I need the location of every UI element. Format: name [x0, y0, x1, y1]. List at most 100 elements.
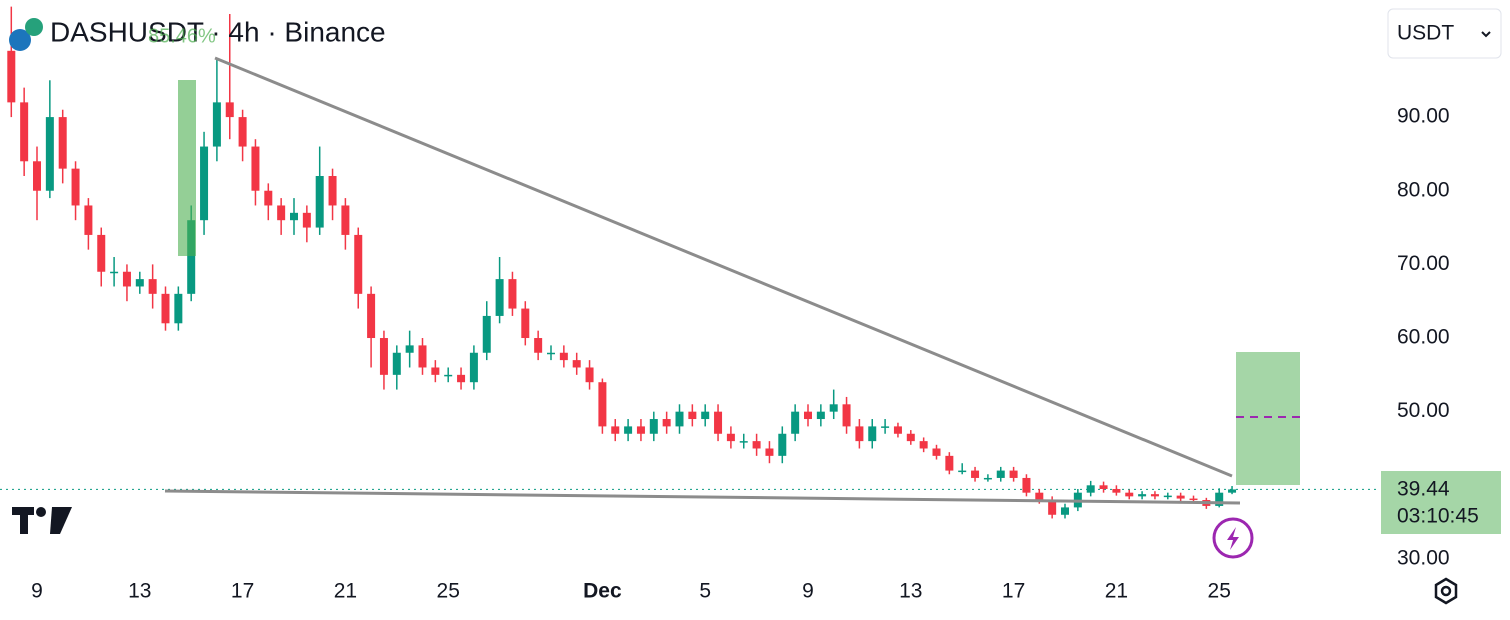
- candle-body: [521, 308, 530, 339]
- candle-body: [1048, 500, 1057, 515]
- x-tick-label: Dec: [583, 580, 622, 603]
- candle-body: [392, 352, 401, 375]
- candle-body: [1150, 494, 1159, 497]
- candle-body: [1112, 488, 1121, 493]
- candle-body: [341, 205, 350, 235]
- quote-icon: [25, 18, 43, 36]
- candle-body: [662, 419, 671, 427]
- candle-body: [315, 176, 324, 228]
- candle-body: [20, 102, 29, 162]
- candle-body: [765, 448, 774, 456]
- coin-icon: [9, 29, 31, 51]
- target-zone: [1236, 352, 1300, 485]
- candle-body: [238, 117, 247, 147]
- candle-body: [906, 433, 915, 442]
- candle-body: [816, 411, 825, 420]
- candle-body: [868, 426, 877, 442]
- candle-body: [559, 352, 568, 361]
- candle-body: [367, 293, 376, 339]
- candle-body: [726, 433, 735, 442]
- candle-body: [598, 382, 607, 427]
- price-label-box: [1381, 471, 1501, 534]
- dropdown-arrow[interactable]: [1481, 31, 1491, 38]
- candle-body: [277, 205, 286, 221]
- candle-body: [855, 426, 864, 442]
- candle-body: [161, 293, 170, 324]
- candle-body: [1061, 507, 1069, 515]
- candle-body: [649, 419, 658, 434]
- candle-body: [739, 441, 748, 443]
- x-tick-label: 25: [437, 580, 460, 603]
- trendline: [164, 489, 1241, 505]
- candle-body: [418, 345, 427, 368]
- y-tick-label: 50.00: [1397, 399, 1450, 422]
- settings-button[interactable]: [1434, 577, 1458, 605]
- x-tick-label: 9: [31, 580, 43, 603]
- settings-icon[interactable]: [1440, 585, 1452, 597]
- candle-body: [302, 212, 311, 228]
- candle-body: [328, 176, 337, 206]
- candle-body: [444, 374, 453, 377]
- candle-body: [983, 477, 992, 480]
- candle-body: [636, 426, 645, 434]
- x-tick-label: 25: [1208, 580, 1231, 603]
- candle-body: [572, 360, 581, 368]
- y-tick-label: 30.00: [1397, 547, 1450, 570]
- candle-body: [752, 441, 761, 449]
- candle-body: [264, 190, 273, 206]
- candle-body: [624, 426, 633, 434]
- candle-body: [958, 470, 967, 473]
- x-tick-label: 5: [699, 580, 711, 603]
- countdown: 03:10:45: [1397, 505, 1479, 528]
- currency-select[interactable]: [1387, 8, 1502, 59]
- candle-body: [1189, 498, 1198, 501]
- candle-body: [945, 455, 954, 471]
- candle-body: [1228, 489, 1237, 493]
- candle-body: [431, 367, 440, 375]
- candle-body: [71, 168, 80, 206]
- candle-body: [225, 102, 234, 118]
- annotation: 85.46%: [148, 25, 216, 47]
- y-tick-label: 60.00: [1397, 326, 1450, 349]
- candle-body: [469, 352, 478, 383]
- candle-body: [1099, 485, 1108, 489]
- logo: [12, 507, 72, 534]
- candle-body: [1009, 470, 1018, 478]
- candle-body: [379, 338, 388, 375]
- alert-button[interactable]: [1212, 517, 1254, 559]
- y-axis: 30.00 50.00 60.00 70.00 80.00 90.00: [1397, 105, 1450, 570]
- candle-body: [611, 426, 620, 434]
- candle-body: [33, 161, 41, 191]
- y-tick-label: 90.00: [1397, 105, 1450, 128]
- candle-body: [932, 448, 941, 456]
- candle-body: [1125, 492, 1134, 497]
- candle-body: [971, 470, 980, 478]
- last-price: 39.44: [1397, 478, 1450, 501]
- plot-area: [0, 6, 1380, 519]
- candle-body: [547, 352, 555, 355]
- candle-body: [251, 146, 260, 191]
- candle-body: [585, 367, 594, 383]
- candle-body: [290, 212, 298, 221]
- candle-body: [842, 404, 851, 427]
- candle-body: [675, 411, 684, 427]
- candle-body: [1022, 477, 1031, 493]
- alert-icon[interactable]: [1227, 527, 1239, 550]
- currency-label[interactable]: USDT: [1397, 22, 1454, 45]
- candle-body: [482, 315, 491, 353]
- candle-body: [495, 279, 504, 316]
- candle-body: [778, 433, 787, 456]
- candle-body: [110, 271, 119, 274]
- candle-body: [7, 50, 16, 103]
- candle-body: [457, 374, 466, 383]
- candle-body: [45, 117, 54, 191]
- candle-body: [58, 117, 67, 169]
- candle-body: [1176, 495, 1185, 499]
- candle-body: [1215, 492, 1224, 506]
- candle-body: [688, 411, 697, 420]
- x-tick-label: 17: [1002, 580, 1025, 603]
- candle-body: [148, 279, 157, 294]
- x-tick-label: 13: [899, 580, 922, 603]
- candle-body: [881, 426, 890, 428]
